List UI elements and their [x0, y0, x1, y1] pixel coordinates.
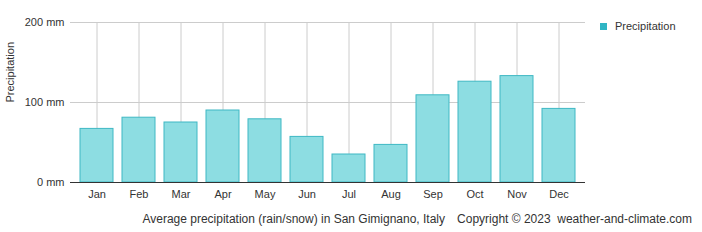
- svg-text:Sep: Sep: [423, 188, 443, 200]
- html-text:Copyright © 2023 weather-and-c: Copyright © 2023 weather-and-climate.com: [457, 212, 692, 226]
- svg-text:Apr: Apr: [214, 188, 231, 200]
- svg-text:Jan: Jan: [88, 188, 106, 200]
- svg-text:Mar: Mar: [172, 188, 191, 200]
- svg-text:Nov: Nov: [507, 188, 527, 200]
- svg-text:0 mm: 0 mm: [37, 176, 65, 188]
- svg-text:Dec: Dec: [549, 188, 569, 200]
- svg-text:Feb: Feb: [130, 188, 149, 200]
- svg-text:Oct: Oct: [466, 188, 483, 200]
- svg-text:Jun: Jun: [298, 188, 316, 200]
- svg-text:Jul: Jul: [342, 188, 356, 200]
- html-text:Precipitation: Precipitation: [615, 20, 676, 32]
- svg-text:Aug: Aug: [381, 188, 401, 200]
- html-text:Average precipitation (rain/sn: Average precipitation (rain/snow) in San…: [142, 212, 445, 226]
- svg-text:100 mm: 100 mm: [25, 96, 65, 108]
- svg-text:May: May: [255, 188, 276, 200]
- svg-text:200 mm: 200 mm: [25, 16, 65, 28]
- svg-text:Precipitation: Precipitation: [4, 42, 16, 103]
